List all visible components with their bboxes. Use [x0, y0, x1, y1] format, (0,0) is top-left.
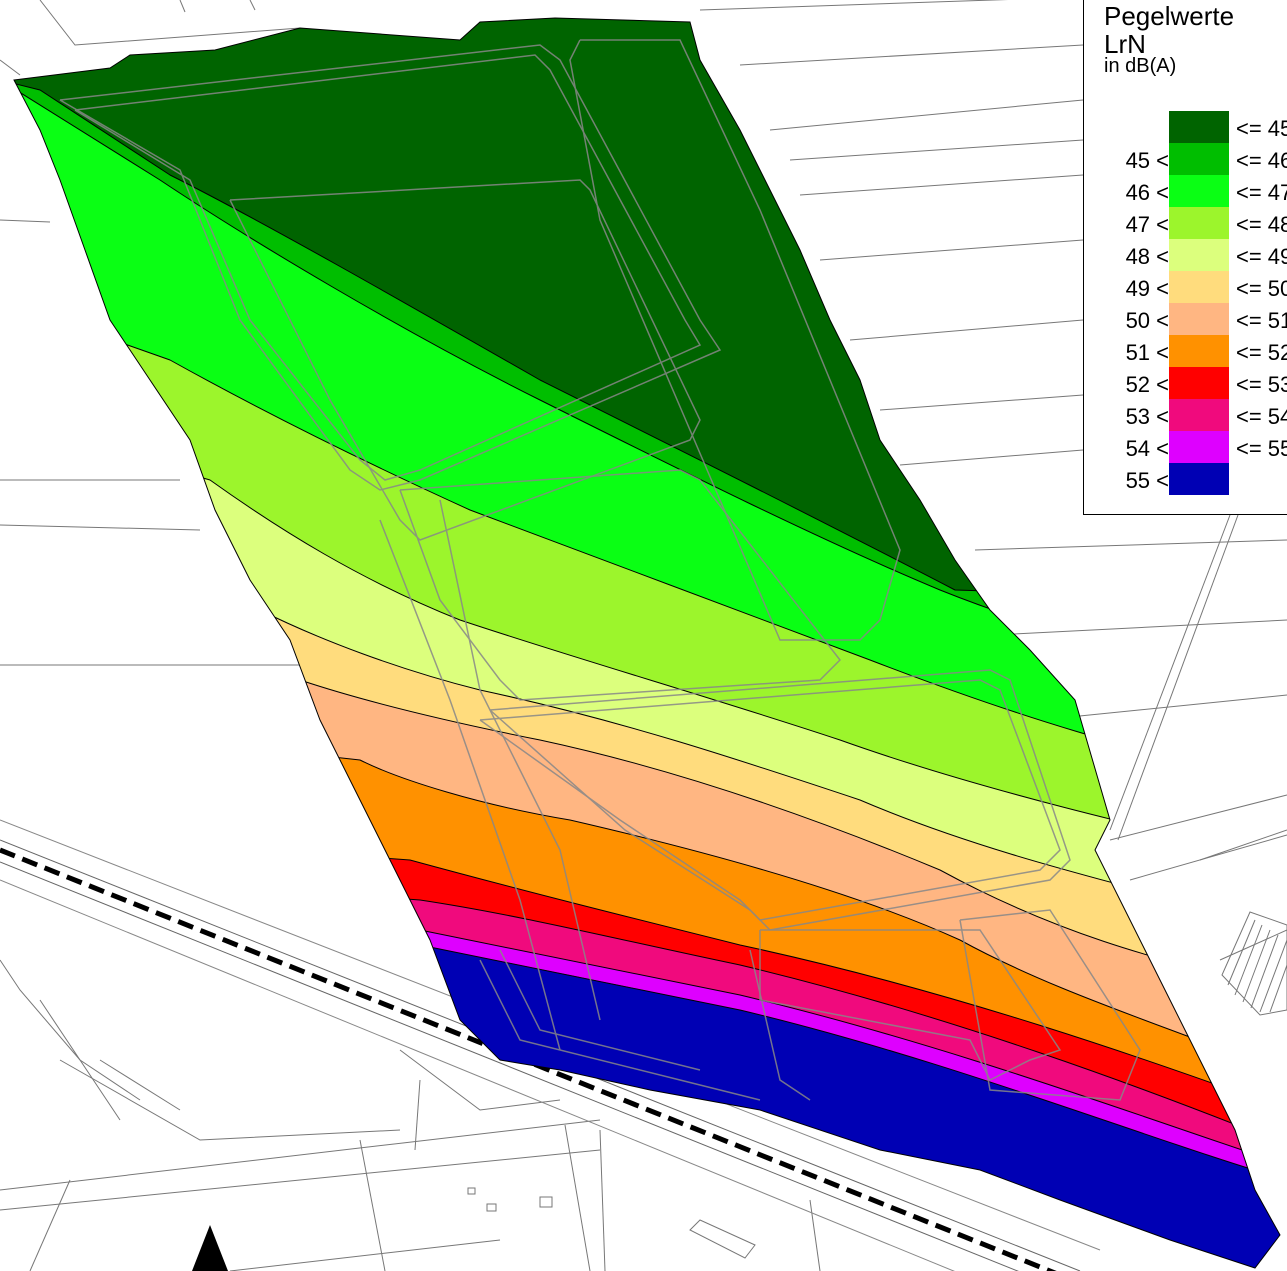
- legend-title: Pegelwerte: [1104, 1, 1235, 31]
- legend-class-row: 51 < <= 52: [1084, 335, 1287, 367]
- plan-lines: [59, 39, 1141, 1101]
- legend-lower-bound: 46 <: [1125, 180, 1169, 205]
- legend-color-swatch: [1169, 399, 1229, 431]
- legend-upper-bound: <= 46: [1236, 148, 1287, 173]
- legend-upper-bound: <= 54: [1236, 404, 1287, 429]
- legend-upper-bound: <= 48: [1236, 212, 1287, 237]
- legend-class-row: 55 <: [1084, 463, 1287, 495]
- legend-class-row: 46 < <= 47: [1084, 175, 1287, 207]
- legend-color-swatch: [1169, 271, 1229, 303]
- legend-color-swatch: [1169, 143, 1229, 175]
- north-arrow-icon: [192, 1225, 228, 1271]
- legend-lower-bound: 55 <: [1125, 468, 1169, 493]
- legend-color-swatch: [1169, 431, 1229, 463]
- legend-color-swatch: [1169, 303, 1229, 335]
- legend-color-swatch: [1169, 111, 1229, 143]
- legend-upper-bound: <= 53: [1236, 372, 1287, 397]
- legend-color-swatch: [1169, 335, 1229, 367]
- legend-class-row: 45 < <= 46: [1084, 143, 1287, 175]
- legend-upper-bound: <= 55: [1236, 436, 1287, 461]
- legend-lower-bound: 50 <: [1125, 308, 1169, 333]
- legend-lower-bound: 45 <: [1125, 148, 1169, 173]
- legend-lower-bound: 54 <: [1125, 436, 1169, 461]
- legend-upper-bound: <= 49: [1236, 244, 1287, 269]
- legend-class-row: 52 < <= 53: [1084, 367, 1287, 399]
- legend-lower-bound: 52 <: [1125, 372, 1169, 397]
- legend-lower-bound: 47 <: [1125, 212, 1169, 237]
- legend-upper-bound: <= 47: [1236, 180, 1287, 205]
- legend-upper-bound: <= 51: [1236, 308, 1287, 333]
- legend-color-swatch: [1169, 175, 1229, 207]
- building-hatch: [1221, 911, 1287, 1016]
- legend-color-swatch: [1169, 367, 1229, 399]
- legend-class-row: 54 < <= 55: [1084, 431, 1287, 463]
- study-area-outline: [13, 17, 1281, 1269]
- legend-unit: in dB(A): [1104, 55, 1177, 77]
- legend-metric: LrN: [1104, 29, 1146, 59]
- legend-lower-bound: 51 <: [1125, 340, 1169, 365]
- legend-class-row: 47 < <= 48: [1084, 207, 1287, 239]
- legend-upper-bound: <= 52: [1236, 340, 1287, 365]
- legend-class-row: 53 < <= 54: [1084, 399, 1287, 431]
- legend-class-row: 50 < <= 51: [1084, 303, 1287, 335]
- legend-upper-bound: <= 45: [1236, 116, 1287, 141]
- legend-upper-bound: <= 50: [1236, 276, 1287, 301]
- legend-class-row: 49 < <= 50: [1084, 271, 1287, 303]
- legend-color-swatch: [1169, 207, 1229, 239]
- legend-class-row: 48 < <= 49: [1084, 239, 1287, 271]
- legend-class-row: <= 45: [1084, 111, 1287, 143]
- legend-lower-bound: 49 <: [1125, 276, 1169, 301]
- legend-lower-bound: 53 <: [1125, 404, 1169, 429]
- legend-color-swatch: [1169, 463, 1229, 495]
- legend-lower-bound: 48 <: [1125, 244, 1169, 269]
- legend-color-swatch: [1169, 239, 1229, 271]
- legend: Pegelwerte LrN in dB(A) <= 45 45 < <= 46 46…: [1083, 0, 1287, 515]
